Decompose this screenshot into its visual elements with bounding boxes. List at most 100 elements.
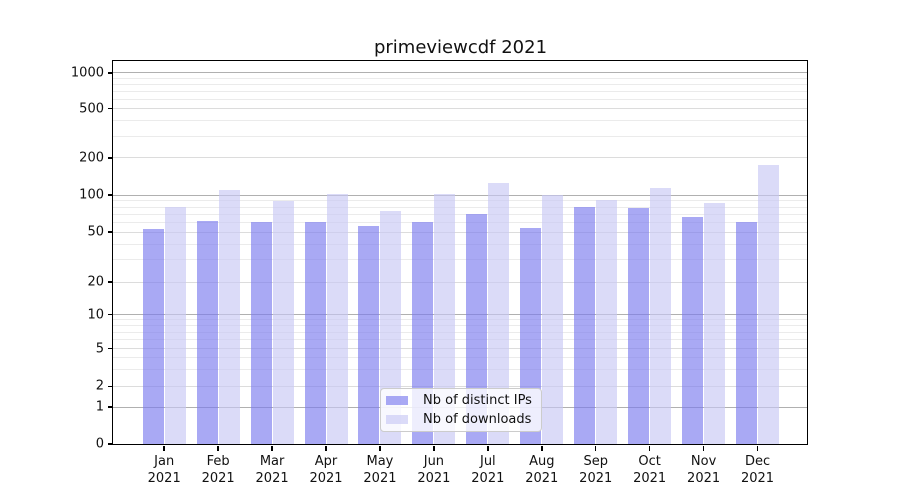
x-tick-label-line: Jan (154, 454, 175, 469)
gridline-minor (113, 221, 807, 223)
x-tick-label-line: 2021 (255, 470, 289, 486)
x-tick-label: May 2021 (340, 454, 420, 487)
x-tick-mark (594, 445, 597, 451)
bar-downloads (488, 182, 510, 444)
gridline-minor (113, 200, 807, 202)
x-tick-label-line: Oct (638, 454, 661, 469)
y-tick-label: 1000 (70, 65, 104, 81)
x-tick-label: Jun 2021 (394, 454, 474, 487)
x-tick-label-line: 2021 (471, 470, 505, 486)
x-tick-label: Aug 2021 (502, 454, 582, 487)
x-tick-label-line: Jul (479, 454, 496, 469)
plot-area: Nb of distinct IPs Nb of downloads 0 1 2 5 1… (71, 60, 808, 486)
y-tick-mark (108, 385, 113, 388)
bar-downloads (596, 199, 618, 444)
x-tick-label-line: 2021 (147, 470, 181, 486)
y-tick-label: 500 (79, 101, 104, 116)
x-tick-label-line: Apr (314, 454, 338, 469)
x-tick-mark (433, 445, 435, 451)
legend-label-distinct-ips: Nb of distinct IPs (423, 392, 532, 408)
y-tick-label: 50 (87, 224, 104, 240)
y-tick-mark (108, 107, 113, 110)
bar-distinct-ips (304, 222, 326, 444)
x-tick-mark (702, 445, 705, 451)
legend-swatch-downloads (386, 415, 408, 424)
y-tick-mark (108, 72, 113, 74)
bar-downloads (650, 187, 672, 444)
x-tick-label-line: Aug (529, 454, 555, 469)
x-tick-label: Dec 2021 (718, 454, 798, 487)
bar-downloads (434, 194, 456, 444)
x-tick-label-line: 2021 (417, 470, 451, 486)
y-tick-mark (108, 157, 113, 159)
bar-downloads (758, 164, 780, 444)
bar-downloads (326, 194, 348, 444)
x-tick-label-line: 2021 (740, 470, 775, 486)
gridline-minor (113, 339, 807, 341)
x-tick-label: Feb 2021 (178, 454, 258, 487)
x-tick-mark (325, 445, 327, 451)
x-tick-label: Oct 2021 (610, 454, 690, 487)
bar-distinct-ips (142, 229, 164, 444)
x-tick-label-line: Nov (690, 454, 717, 469)
x-tick-mark (756, 445, 759, 451)
y-tick-label: 2 (95, 378, 104, 394)
bar-distinct-ips (574, 207, 596, 444)
x-tick-label-line: Mar (259, 454, 285, 469)
y-tick-label: 10 (87, 307, 104, 322)
x-tick-label-line: May (366, 454, 394, 469)
y-tick-mark (108, 443, 113, 445)
gridline-minor (113, 77, 807, 79)
gridline-minor (113, 369, 807, 371)
gridline-minor (113, 348, 807, 349)
gridline-minor (113, 213, 807, 215)
x-tick-label-line: 2021 (201, 470, 235, 486)
x-tick-mark (379, 445, 381, 451)
x-tick-label-line: Sep (583, 454, 608, 469)
y-tick-label: 1 (95, 399, 104, 415)
x-tick-mark (541, 445, 543, 451)
legend-item-downloads: Nb of downloads (386, 412, 533, 428)
y-tick-label: 200 (79, 150, 104, 166)
legend-item-distinct-ips: Nb of distinct IPs (386, 393, 533, 409)
gridline-minor (113, 259, 807, 261)
bar-distinct-ips (628, 207, 650, 444)
legend-label-downloads: Nb of downloads (423, 411, 532, 427)
y-tick-mark (108, 281, 113, 283)
y-tick-mark (108, 231, 113, 233)
bar-downloads (164, 207, 186, 444)
bar-distinct-ips (466, 214, 488, 444)
gridline-minor (113, 206, 807, 208)
x-tick-label: Jan 2021 (124, 454, 204, 487)
gridline-minor (113, 243, 807, 245)
bar-distinct-ips (682, 217, 704, 444)
x-tick-mark (217, 445, 219, 451)
gridline-minor (113, 357, 807, 359)
x-tick-label-line: 2021 (363, 470, 397, 486)
gridline-major (113, 194, 807, 196)
y-tick-label: 20 (87, 274, 104, 290)
gridline-minor (113, 385, 807, 387)
gridline-minor (113, 157, 807, 159)
gridline-minor (113, 108, 807, 109)
x-tick-mark (271, 445, 273, 451)
gridline-minor (113, 231, 807, 233)
x-tick-label-line: 2021 (525, 470, 559, 486)
x-tick-label-line: 2021 (687, 470, 721, 486)
legend-swatch-distinct-ips (386, 396, 408, 405)
gridline-minor (113, 324, 807, 326)
y-tick-mark (108, 313, 113, 316)
gridline-minor (113, 120, 807, 122)
x-tick-label-line: Jun (423, 454, 445, 469)
bar-downloads (704, 203, 726, 444)
x-tick-mark (163, 445, 165, 451)
x-tick-label: Nov 2021 (664, 454, 744, 487)
x-tick-label-line: 2021 (579, 470, 613, 486)
x-tick-label-line: Dec (744, 454, 771, 469)
gridline-major (113, 72, 807, 74)
y-tick-label: 0 (95, 436, 104, 452)
gridline-major (113, 314, 807, 315)
gridline-minor (113, 281, 807, 283)
bar-distinct-ips (736, 222, 758, 444)
bar-distinct-ips (358, 226, 380, 444)
